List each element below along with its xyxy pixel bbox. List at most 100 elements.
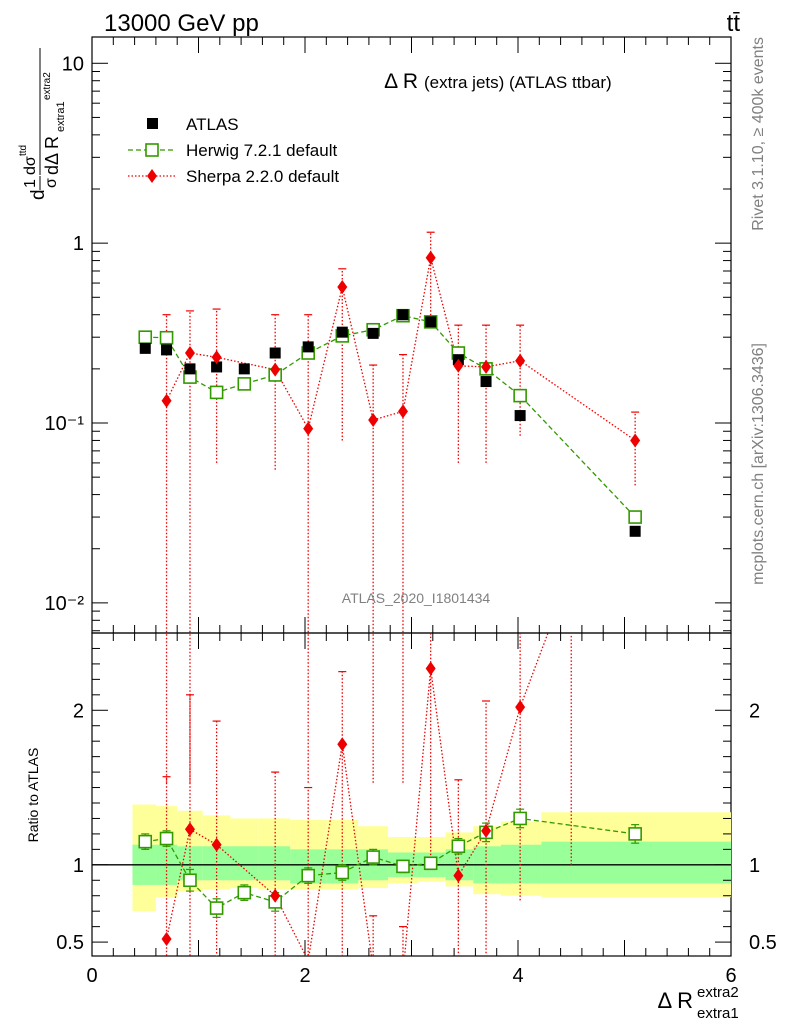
process-label: tt̄ xyxy=(727,10,741,37)
ratio-sherpa-point xyxy=(398,968,408,982)
atlas-point xyxy=(269,347,281,359)
analysis-watermark: ATLAS_2020_I1801434 xyxy=(342,590,491,606)
ratio-herwig-point xyxy=(301,868,315,883)
atlas-point xyxy=(425,316,437,328)
main-ylabel-part-extra1: extra1 xyxy=(55,101,67,132)
ratio-sherpa-point xyxy=(368,961,378,975)
chart-title-sub: (extra jets) (ATLAS ttbar) xyxy=(424,73,612,92)
ratio-sherpa-point xyxy=(161,932,172,946)
main-ylabel-part-d: d xyxy=(28,189,49,200)
ratio-panel-data xyxy=(138,564,642,982)
rivet-version-label: Rivet 3.1.10, ≥ 400k events xyxy=(750,37,767,231)
x-tick-label: 4 xyxy=(512,965,523,987)
ratio-sherpa-point xyxy=(481,823,492,838)
main-ylabel-part-one: 1 xyxy=(22,179,39,188)
ratio-herwig-point xyxy=(513,811,527,826)
atlas-point xyxy=(238,363,250,375)
ratio-herwig-point xyxy=(335,865,350,880)
sherpa-point xyxy=(303,421,314,436)
herwig-point xyxy=(159,330,174,345)
ratio-sherpa-point xyxy=(453,868,464,883)
ratio-herwig-point xyxy=(183,873,197,888)
atlas-point xyxy=(336,326,348,338)
herwig-point xyxy=(628,510,642,524)
band-inner xyxy=(500,844,542,884)
main-ylabel: d 1 σ dσ ttd dΔ R extra1 extra2 xyxy=(18,48,67,200)
atlas-point xyxy=(514,410,526,422)
sherpa-point xyxy=(211,350,222,365)
legend-label-atlas: ATLAS xyxy=(186,115,239,134)
ratio-sherpa-point xyxy=(425,661,436,676)
ratio-sherpa-point xyxy=(337,737,348,752)
ratio-uncertainty-bands xyxy=(92,804,731,912)
ratio-sherpa-point xyxy=(515,700,526,715)
atlas-point xyxy=(161,344,173,356)
ratio-panel xyxy=(91,632,732,957)
herwig-point xyxy=(138,330,153,344)
ratio-herwig-point xyxy=(451,839,466,854)
ratio-sherpa-point xyxy=(306,953,310,956)
y-tick-label-ratio-right: 0.5 xyxy=(749,932,777,954)
sherpa-point xyxy=(161,393,172,408)
x-tick-label: 0 xyxy=(86,965,97,987)
atlas-point xyxy=(211,361,223,373)
sherpa-point xyxy=(270,362,281,377)
atlas-point xyxy=(397,309,409,321)
ratio-ylabel: Ratio to ATLAS xyxy=(25,748,41,843)
band-inner xyxy=(258,846,291,881)
sherpa-point xyxy=(481,359,492,374)
sherpa-point xyxy=(515,353,526,368)
legend-marker-atlas xyxy=(147,118,158,129)
main-panel-data xyxy=(138,231,642,783)
ratio-sherpa-point xyxy=(566,564,576,578)
sherpa-point xyxy=(425,250,436,265)
y-tick-label-ratio-left: 0.5 xyxy=(56,932,84,954)
ratio-sherpa-point xyxy=(270,888,281,903)
herwig-line xyxy=(145,315,636,518)
ratio-herwig-point xyxy=(628,827,642,841)
x-tick-label: 2 xyxy=(299,965,310,987)
atlas-point xyxy=(480,376,492,388)
x-tick-label: 6 xyxy=(725,965,736,987)
main-ylabel-part-sigma: σ xyxy=(43,178,60,188)
energy-label: 13000 GeV pp xyxy=(104,10,259,37)
chart-title-main: Δ R xyxy=(384,70,418,93)
atlas-point xyxy=(139,342,151,354)
y-tick-label-main: 10⁻² xyxy=(45,593,85,615)
sherpa-point xyxy=(184,346,195,361)
legend-label-sherpa: Sherpa 2.2.0 default xyxy=(186,167,339,186)
xlabel: Δ R xyxy=(658,988,693,1013)
main-ylabel-part-extra2: extra2 xyxy=(42,72,53,100)
legend-marker-sherpa xyxy=(147,169,157,183)
band-inner xyxy=(541,841,731,884)
xlabel-sub: extra1 xyxy=(697,1005,739,1022)
xlabel-sup: extra2 xyxy=(697,984,739,1001)
ratio-herwig-point xyxy=(138,834,153,849)
main-ylabel-part-ddr: dΔ R xyxy=(42,136,62,175)
legend-label-herwig: Herwig 7.2.1 default xyxy=(186,141,337,160)
atlas-point xyxy=(302,341,314,353)
ratio-herwig-point xyxy=(209,901,224,915)
atlas-point xyxy=(629,525,641,537)
legend-marker-herwig xyxy=(145,143,159,157)
main-panel-ticks: 10 1 10⁻¹ 10⁻² xyxy=(45,37,732,633)
y-tick-label-main: 10 xyxy=(62,53,84,75)
sherpa-point xyxy=(630,433,641,448)
legend: ATLAS Herwig 7.2.1 default Sherpa 2.2.0 … xyxy=(128,115,339,186)
y-tick-label-ratio-right: 1 xyxy=(749,855,760,877)
main-ylabel-part-dsigma: dσ xyxy=(22,156,39,175)
ratio-herwig-point xyxy=(396,859,410,874)
ratio-sherpa-point xyxy=(211,837,222,852)
ratio-frame xyxy=(91,632,732,957)
y-tick-label-ratio-left: 1 xyxy=(73,855,84,877)
sherpa-point xyxy=(453,358,464,373)
main-ylabel-part-ttd: ttd xyxy=(18,145,29,156)
ratio-clipped-group xyxy=(138,564,642,982)
ratio-panel-ticks: 0.5 0.5 1 1 2 2 0 2 4 6 xyxy=(56,632,777,987)
herwig-point xyxy=(513,388,527,403)
y-tick-label-ratio-left: 2 xyxy=(73,700,84,722)
sherpa-point xyxy=(397,404,408,419)
y-tick-label-ratio-right: 2 xyxy=(749,700,760,722)
mcplots-label: mcplots.cern.ch [arXiv:1306.3436] xyxy=(750,343,767,585)
